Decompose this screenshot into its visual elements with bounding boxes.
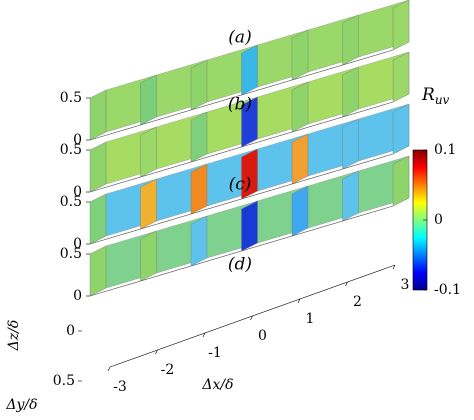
slab [392, 103, 410, 155]
slab [190, 111, 208, 163]
slab [342, 170, 359, 222]
slab [342, 66, 359, 118]
slab [392, 0, 410, 51]
slab [241, 200, 258, 252]
panel-edge [89, 101, 394, 193]
slab [291, 133, 309, 185]
panel-label: (d) [228, 255, 252, 275]
x-tick [107, 366, 111, 372]
x-tick [345, 281, 348, 287]
slab [89, 141, 107, 193]
slab [140, 178, 157, 230]
z-tick-label: 0 [73, 184, 82, 200]
slab [140, 230, 157, 282]
x-tick-label: 2 [353, 294, 362, 310]
x-tick [250, 315, 253, 321]
colorbar-label-main: R [421, 85, 435, 105]
panel-label: (c) [229, 175, 252, 195]
z-tick-label: 0 [73, 236, 82, 252]
slab [241, 148, 258, 200]
x-tick-label: -1 [208, 345, 222, 361]
z-tick-label: 0.5 [60, 194, 82, 210]
panel-label: (a) [228, 28, 251, 48]
slab [190, 59, 208, 111]
panels [89, 0, 410, 297]
x-tick [392, 264, 396, 270]
slab [392, 155, 410, 207]
slab [190, 215, 208, 267]
slab [342, 14, 359, 66]
slab [392, 51, 410, 103]
colorbar-tick-label: -0.1 [434, 282, 461, 298]
x-axis-label: Δx/δ [201, 377, 233, 393]
colorbar-label: Ruv [421, 85, 450, 107]
slab [89, 193, 107, 245]
slab [89, 245, 107, 297]
colorbar-tick-label: 0.1 [434, 142, 456, 158]
panel-edge [89, 205, 394, 297]
slab [140, 126, 157, 178]
z-tick-label: 0.5 [60, 90, 82, 106]
y-axis-label: Δy/δ [5, 397, 37, 413]
x-tick-label: 1 [306, 311, 315, 327]
slab [140, 74, 157, 126]
z-tick-label: 0.5 [60, 142, 82, 158]
z-tick-label: 0.5 [60, 246, 82, 262]
panel-label: (b) [228, 95, 252, 115]
colorbar-label-sub: uv [435, 93, 450, 107]
slab [291, 81, 309, 133]
x-tick [155, 349, 158, 355]
slab [291, 185, 309, 237]
y-tick-label: 0 [66, 323, 75, 339]
z-axis-label: Δz/δ [6, 320, 22, 352]
x-tick [297, 298, 301, 304]
slab [89, 89, 107, 141]
y-tick-label: 0.5 [53, 373, 75, 389]
slab [241, 44, 258, 96]
slab [342, 118, 359, 170]
x-tick-label: 0 [258, 328, 267, 344]
slab [291, 29, 309, 81]
slab [241, 96, 258, 148]
x-tick [202, 332, 206, 338]
panel-edge [89, 49, 394, 141]
panel-edge [89, 153, 394, 245]
colorbar-tick-label: 0 [434, 212, 443, 228]
x-tick-label: -2 [161, 362, 175, 378]
z-tick-label: 0 [73, 288, 82, 304]
slab [190, 163, 208, 215]
z-tick-label: 0 [73, 132, 82, 148]
x-tick-label: -3 [113, 379, 127, 395]
x-tick-label: 3 [401, 277, 410, 293]
